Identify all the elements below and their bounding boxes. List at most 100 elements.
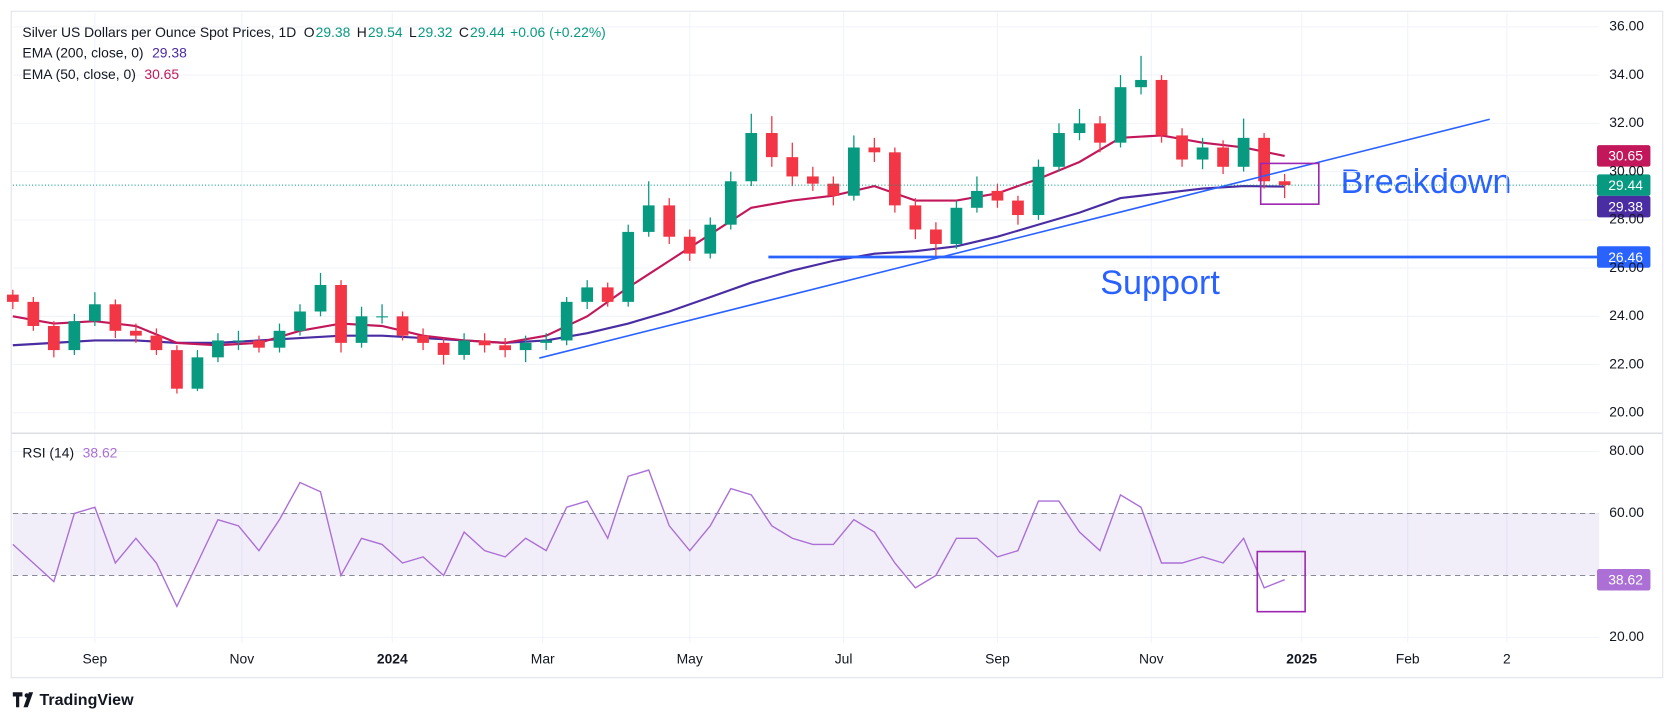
legend-text: 29.38 — [152, 44, 187, 60]
candle-body — [355, 316, 368, 343]
candle-body — [47, 325, 60, 351]
candle-body — [622, 231, 635, 302]
y-tick-label: 32.00 — [1609, 114, 1644, 130]
candle-body — [273, 330, 286, 348]
candle-body — [499, 345, 512, 351]
x-tick-label: Sep — [83, 651, 108, 667]
y-tick-label: 20.00 — [1609, 403, 1644, 419]
legend-text: EMA (50, close, 0) — [22, 66, 135, 82]
rsi-line — [12, 469, 1285, 609]
highlight-box — [1256, 550, 1306, 613]
candle-body — [519, 342, 532, 351]
ema-line — [12, 134, 1285, 347]
price-tag — [1597, 174, 1651, 196]
candle-body — [806, 176, 819, 184]
chart-frame — [10, 10, 1664, 679]
candle-body — [1094, 123, 1106, 143]
legend-text: +0.06 (+0.22%) — [510, 24, 606, 40]
candle-body — [1155, 79, 1168, 136]
candle-body — [971, 190, 983, 208]
candle-body — [396, 316, 409, 336]
candle-body — [950, 207, 963, 244]
candle-body — [1012, 200, 1024, 216]
candle-body — [1073, 123, 1086, 134]
y-tick-label: 34.00 — [1609, 66, 1644, 82]
candle-body — [458, 340, 470, 355]
lines-layer — [12, 134, 1285, 609]
legend-text: Silver US Dollars per Ounce Spot Prices,… — [22, 24, 296, 40]
x-tick-label: Feb — [1396, 651, 1420, 667]
y-tick-label: 24.00 — [1609, 307, 1644, 323]
candle-body — [294, 311, 306, 331]
x-tick-label: 2 — [1503, 651, 1511, 667]
grid-layer — [12, 12, 1600, 643]
candle-body — [6, 294, 19, 302]
candle-body — [191, 357, 204, 389]
candle-body — [253, 340, 265, 348]
legend-text: 29.32 — [418, 24, 453, 40]
x-tick-label: Nov — [230, 651, 255, 667]
legend-text: 29.54 — [368, 24, 403, 40]
legend-text: 30.65 — [144, 66, 179, 82]
legend-text: EMA (200, close, 0) — [22, 44, 143, 60]
candle-body — [724, 181, 737, 225]
candle-body — [827, 183, 840, 196]
legend-text: C — [459, 24, 469, 40]
candle-body — [991, 190, 1004, 201]
candle-body — [889, 152, 901, 206]
y-tick-label: 30.00 — [1609, 162, 1644, 178]
y-tick-label: 28.00 — [1609, 211, 1644, 227]
legend-text: O — [304, 24, 315, 40]
candle-body — [930, 229, 942, 244]
legend-text: 29.44 — [470, 24, 505, 40]
candle-body — [88, 304, 101, 322]
candle-body — [1278, 181, 1291, 186]
price-tag — [1597, 145, 1651, 167]
candle-body — [540, 340, 553, 343]
candle-body — [909, 205, 922, 230]
candle-body — [212, 340, 224, 358]
price-tag-label: 29.44 — [1608, 177, 1643, 193]
annotation: Breakdown — [1341, 163, 1512, 201]
candle-body — [27, 301, 40, 326]
candle-body — [1114, 87, 1127, 143]
x-tick-label: Jul — [835, 651, 853, 667]
price-tag — [1597, 195, 1651, 218]
candle-body — [1237, 137, 1250, 167]
price-tag — [1597, 246, 1651, 268]
ema-line — [12, 184, 1285, 347]
legend-text: H — [357, 24, 367, 40]
watermark: TradingView — [40, 691, 135, 709]
legend-text: 29.38 — [316, 24, 351, 40]
trendline — [539, 118, 1490, 359]
y-tick-label: 26.00 — [1609, 259, 1644, 275]
price-tag-label: 26.46 — [1608, 249, 1643, 265]
marks-layer — [6, 55, 1291, 394]
candle-body — [581, 287, 594, 302]
candle-body — [232, 340, 245, 342]
tags-layer: 30.65 29.44 29.38 26.46 38.62 — [1597, 145, 1651, 591]
band-layer — [12, 513, 1600, 576]
logo — [12, 692, 34, 708]
x-tick-label: Mar — [531, 651, 555, 667]
price-tag-label: 38.62 — [1608, 571, 1643, 587]
candle-body — [1135, 79, 1147, 88]
text-layer: Sep Nov 2024 Mar May Jul Sep Nov 2025 Feb 2 20.00 22… — [22, 18, 1644, 667]
y-tick-label: 80.00 — [1609, 442, 1644, 458]
x-tick-label: 2025 — [1286, 651, 1317, 667]
overlay-layer — [12, 118, 1600, 613]
candle-body — [437, 342, 450, 355]
x-tick-label: May — [677, 651, 703, 667]
candle-body — [847, 147, 860, 196]
y-tick-label: 60.00 — [1609, 504, 1644, 520]
x-tick-label: 2024 — [377, 651, 408, 667]
candle-body — [376, 316, 388, 318]
candle-body — [683, 236, 696, 254]
candle-body — [68, 321, 81, 351]
price-tag-label: 29.38 — [1608, 198, 1643, 214]
candle-body — [171, 350, 183, 389]
candle-body — [1176, 135, 1188, 160]
legend-text: 38.62 — [83, 444, 118, 460]
